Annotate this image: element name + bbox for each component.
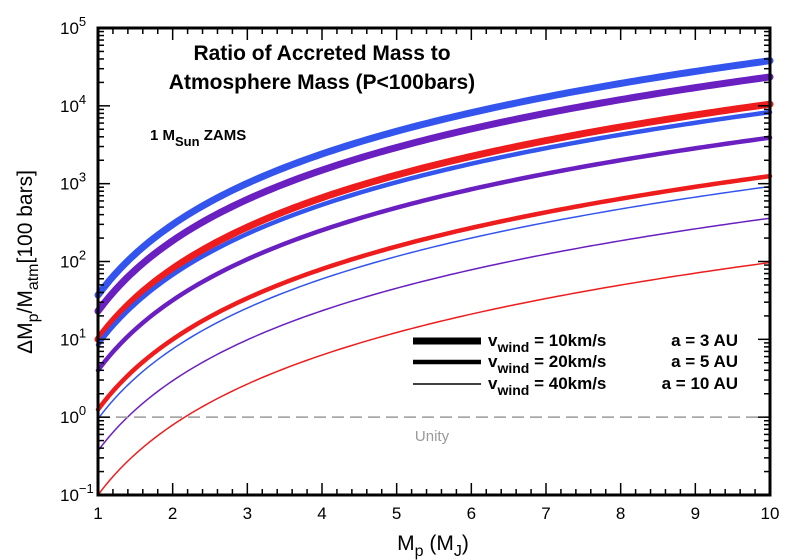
chart-title-line2: Atmosphere Mass (P<100bars): [169, 71, 475, 94]
y-tick-label: 100: [60, 403, 86, 427]
y-tick-label: 10−1: [60, 481, 94, 505]
data-series-group: [94, 57, 774, 496]
ylabel-sub2: atm: [25, 263, 42, 290]
y-tick-label: 105: [60, 14, 86, 38]
ylabel-slash: /M: [14, 290, 37, 313]
series-line-4: [95, 135, 773, 373]
x-tick-label: 1: [93, 504, 102, 523]
legend-speed-2-v: v: [488, 374, 498, 393]
legend-speed-1-v: v: [488, 352, 498, 371]
y-tick-label: 104: [60, 92, 86, 116]
series-line-1: [94, 73, 774, 315]
legend-speed-0-sub: wind: [496, 339, 529, 355]
xlabel-sub: p: [415, 543, 424, 560]
x-tick-label: 9: [691, 504, 700, 523]
legend-speed-0-text: = 10km/s: [529, 331, 606, 350]
y-tick-labels: 10−1 100 101 102 103 104 105: [60, 14, 94, 505]
ylabel-delta: ΔM: [14, 322, 37, 354]
plot-frame: [96, 26, 772, 497]
series-line-6: [97, 185, 771, 420]
xlabel-sub2: J: [454, 543, 462, 560]
legend-speed-1-sub: wind: [496, 360, 529, 376]
y-tick-label: 103: [60, 170, 86, 194]
x-tick-label: 4: [317, 504, 326, 523]
y-tick-label: 101: [60, 325, 86, 349]
series-line-3: [95, 109, 773, 348]
axis-ticks: [97, 27, 771, 496]
legend-distance-1: a = 5 AU: [671, 352, 738, 371]
x-axis-title: Mp (MJ): [397, 532, 469, 560]
note-tail: ZAMS: [200, 127, 247, 144]
legend-distance-2: a = 10 AU: [662, 374, 738, 393]
note-main: 1 M: [150, 127, 175, 144]
x-tick-label: 2: [168, 504, 177, 523]
legend-distance-0: a = 3 AU: [671, 331, 738, 350]
legend-speed-2-text: = 40km/s: [529, 374, 606, 393]
x-tick-label: 6: [467, 504, 476, 523]
x-tick-label: 5: [392, 504, 401, 523]
legend-speed-0: vwind = 10km/s: [488, 331, 606, 355]
x-tick-label: 3: [243, 504, 252, 523]
xlabel-main: M: [397, 532, 415, 555]
note-sub: Sun: [175, 134, 200, 149]
series-line-5: [95, 173, 773, 412]
legend-speed-1: vwind = 20km/s: [488, 352, 606, 376]
legend-speed-0-v: v: [488, 331, 498, 350]
series-line-0: [94, 57, 774, 299]
xlabel-tail: ): [462, 532, 469, 555]
legend-speed-2-sub: wind: [496, 382, 529, 398]
x-tick-label: 8: [616, 504, 625, 523]
legend: vwind = 10km/s vwind = 20km/s vwind = 40…: [413, 331, 738, 398]
series-line-2: [94, 100, 774, 343]
series-line-8: [97, 261, 771, 496]
x-tick-labels: 1 2 3 4 5 6 7 8 9 10: [93, 504, 779, 523]
x-tick-label: 7: [541, 504, 550, 523]
y-axis-title: ΔMp/Matm[100 bars]: [14, 170, 42, 354]
x-tick-label: 10: [761, 504, 780, 523]
unity-label: Unity: [415, 428, 450, 445]
legend-speed-2: vwind = 40km/s: [488, 374, 606, 398]
y-tick-label: 102: [60, 248, 86, 272]
legend-speed-1-text: = 20km/s: [529, 352, 606, 371]
ylabel-tail: [100 bars]: [14, 170, 37, 263]
stellar-note: 1 MSun ZAMS: [150, 127, 246, 149]
series-line-7: [97, 217, 771, 452]
xlabel-mid: (M: [424, 532, 454, 555]
ylabel-sub1: p: [25, 313, 42, 322]
chart-title-line1: Ratio of Accreted Mass to: [193, 42, 450, 65]
